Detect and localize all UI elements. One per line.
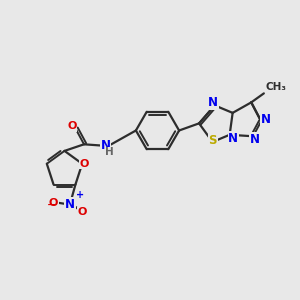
Text: N: N [100, 139, 111, 152]
Text: N: N [228, 132, 238, 145]
Text: O: O [78, 207, 87, 218]
Text: CH₃: CH₃ [266, 82, 287, 92]
Text: O: O [80, 159, 89, 169]
Text: N: N [208, 96, 218, 109]
Text: −: − [47, 200, 56, 210]
Text: +: + [76, 190, 84, 200]
Text: N: N [65, 197, 75, 211]
Text: S: S [208, 134, 217, 147]
Text: N: N [250, 133, 260, 146]
Text: H: H [105, 147, 114, 158]
Text: O: O [49, 197, 58, 208]
Text: O: O [67, 121, 77, 131]
Text: N: N [261, 113, 271, 126]
